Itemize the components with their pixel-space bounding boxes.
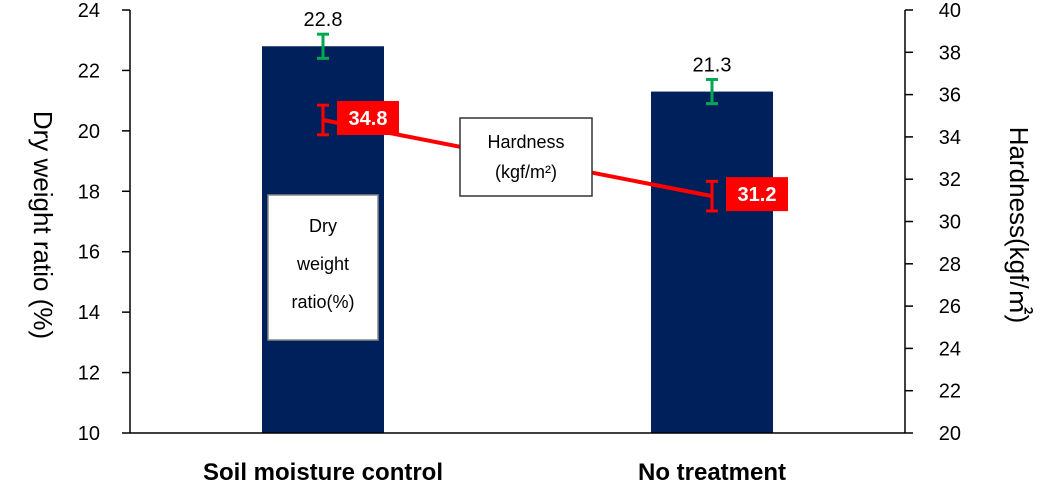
right-tick-label: 40 — [939, 0, 961, 22]
left-tick-label: 22 — [78, 60, 100, 82]
right-axis-title: Hardness(kgf/㎡) — [1004, 127, 1034, 324]
right-tick-label: 36 — [939, 85, 961, 107]
dry-weight-legend-text: weight — [296, 254, 349, 274]
dry-weight-legend-text: Dry — [309, 216, 337, 236]
category-label: Soil moisture control — [203, 459, 443, 486]
right-tick-label: 38 — [939, 42, 961, 64]
left-tick-label: 10 — [78, 423, 100, 445]
hardness-legend-text: (kgf/m²) — [495, 162, 557, 182]
line-value-badge — [726, 177, 788, 212]
line-value-label: 31.2 — [738, 184, 777, 206]
left-axis-ticks: 10 12 14 16 18 20 22 24 — [78, 0, 130, 445]
right-axis-ticks: 20 22 24 26 28 30 32 34 36 38 40 — [905, 0, 961, 445]
right-tick-label: 22 — [939, 381, 961, 403]
right-tick-label: 32 — [939, 169, 961, 191]
right-tick-label: 34 — [939, 127, 961, 149]
right-tick-label: 24 — [939, 338, 961, 360]
right-tick-label: 30 — [939, 212, 961, 234]
left-tick-label: 20 — [78, 121, 100, 143]
hardness-legend-text: Hardness — [487, 132, 564, 152]
left-tick-label: 24 — [78, 0, 100, 22]
right-tick-label: 20 — [939, 423, 961, 445]
line-value-badge — [337, 100, 399, 135]
bar-error-bars — [317, 32, 718, 106]
dry-weight-legend-text: ratio(%) — [291, 292, 354, 312]
line-value-label: 34.8 — [349, 108, 388, 130]
left-tick-label: 14 — [78, 302, 100, 324]
left-tick-label: 12 — [78, 363, 100, 385]
bar-value-label: 21.3 — [693, 54, 732, 76]
dry-weight-legend-box — [267, 194, 379, 341]
left-tick-label: 16 — [78, 242, 100, 264]
category-label: No treatment — [638, 459, 786, 486]
data-labels: 22.8 21.3 — [304, 9, 732, 76]
bar-value-label: 22.8 — [304, 9, 343, 31]
hardness-line: 34.8 31.2 — [317, 100, 788, 213]
left-axis-title: Dry weight ratio (%) — [28, 111, 58, 339]
annotation-boxes: Dry weight ratio(%) Hardness (kgf/m²) — [267, 117, 593, 341]
hardness-legend-box — [459, 117, 593, 197]
category-labels: Soil moisture control No treatment — [203, 459, 786, 486]
right-tick-label: 26 — [939, 296, 961, 318]
right-tick-label: 28 — [939, 254, 961, 276]
left-tick-label: 18 — [78, 181, 100, 203]
bar — [651, 91, 773, 433]
